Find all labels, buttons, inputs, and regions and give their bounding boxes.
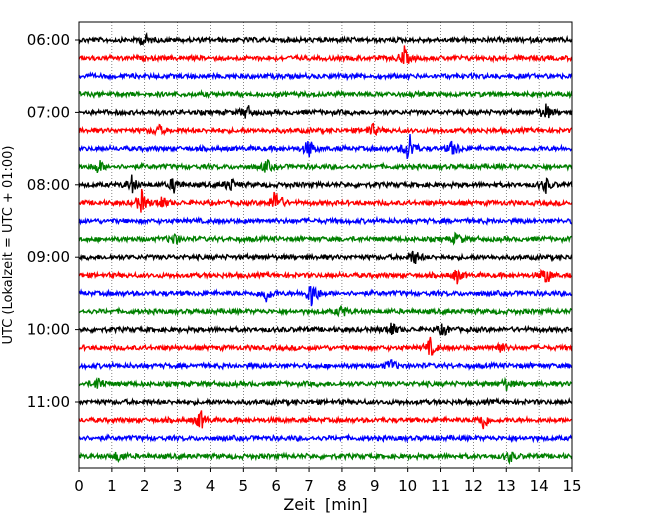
trace-0600 xyxy=(78,31,573,47)
y-tick-label: 06:00 xyxy=(27,31,70,49)
trace-1100 xyxy=(78,396,573,407)
trace-0630 xyxy=(78,71,573,82)
x-tick-label: 15 xyxy=(562,477,581,495)
trace-0945 xyxy=(78,305,573,318)
x-tick-label: 13 xyxy=(497,477,516,495)
trace-1015 xyxy=(78,336,573,356)
trace-1045 xyxy=(78,376,573,392)
x-tick-label: 8 xyxy=(337,477,347,495)
x-tick-label: 4 xyxy=(206,477,216,495)
y-tick-label: 11:00 xyxy=(27,393,70,411)
trace-series xyxy=(78,31,573,466)
x-tick-label: 12 xyxy=(464,477,483,495)
trace-0615 xyxy=(78,45,573,65)
y-tick-label: 09:00 xyxy=(27,248,70,266)
y-tick-label: 08:00 xyxy=(27,176,70,194)
trace-0915 xyxy=(78,268,573,285)
trace-0745 xyxy=(78,159,573,173)
trace-0930 xyxy=(78,285,573,307)
trace-0645 xyxy=(78,88,573,100)
x-tick-label: 5 xyxy=(239,477,249,495)
x-tick-label: 7 xyxy=(304,477,314,495)
x-tick-label: 10 xyxy=(398,477,417,495)
trace-0800 xyxy=(78,174,573,194)
x-tick-label: 9 xyxy=(370,477,380,495)
trace-0700 xyxy=(78,103,573,119)
y-axis-label: UTC (Lokalzeit = UTC + 01:00) xyxy=(1,146,16,345)
trace-1030 xyxy=(78,359,573,371)
trace-0845 xyxy=(78,231,573,246)
x-tick-label: 6 xyxy=(271,477,281,495)
x-tick-label: 0 xyxy=(74,477,84,495)
x-tick-label: 2 xyxy=(140,477,150,495)
plot-frame xyxy=(78,21,573,469)
trace-1115 xyxy=(78,410,573,430)
x-axis-label: Zeit [min] xyxy=(283,495,367,514)
x-tick-label: 11 xyxy=(431,477,450,495)
grid-lines xyxy=(111,22,540,468)
y-tick-label: 07:00 xyxy=(27,103,70,121)
x-tick-label: 3 xyxy=(173,477,183,495)
x-tick-label: 1 xyxy=(107,477,117,495)
y-axis-ticks: 06:00 07:00 08:00 09:00 10:00 11:00 xyxy=(27,31,79,411)
trace-0830 xyxy=(78,215,573,227)
trace-0715 xyxy=(78,122,573,137)
trace-0730 xyxy=(78,134,573,159)
trace-1145 xyxy=(78,451,573,466)
trace-1130 xyxy=(78,432,573,444)
trace-0900 xyxy=(78,250,573,264)
x-axis-ticks: 0 1 2 3 4 5 6 7 8 9 10 11 12 13 14 15 xyxy=(74,468,582,495)
trace-1000 xyxy=(78,322,573,336)
y-tick-label: 10:00 xyxy=(27,321,70,339)
trace-0815 xyxy=(78,188,573,213)
x-tick-label: 14 xyxy=(530,477,549,495)
